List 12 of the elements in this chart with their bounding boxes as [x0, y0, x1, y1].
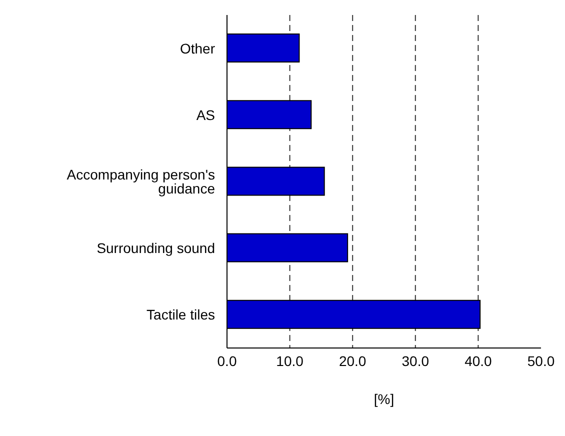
x-tick-label: 0.0 [217, 352, 237, 369]
y-tick-label: Tactile tiles [146, 306, 215, 323]
y-tick-label: Other [180, 40, 216, 56]
x-tick-label: 30.0 [402, 352, 430, 369]
y-tick-label: Accompanying person's guidance [66, 166, 216, 196]
y-tick-label: AS [196, 106, 215, 123]
x-tick-label: 20.0 [338, 352, 366, 369]
x-axis-title: [%] [374, 391, 394, 407]
y-tick-label: Surrounding sound [96, 240, 215, 256]
x-tick-label: 10.0 [276, 352, 304, 369]
x-tick-label: 40.0 [464, 352, 492, 369]
x-tick-label: 50.0 [527, 352, 555, 369]
